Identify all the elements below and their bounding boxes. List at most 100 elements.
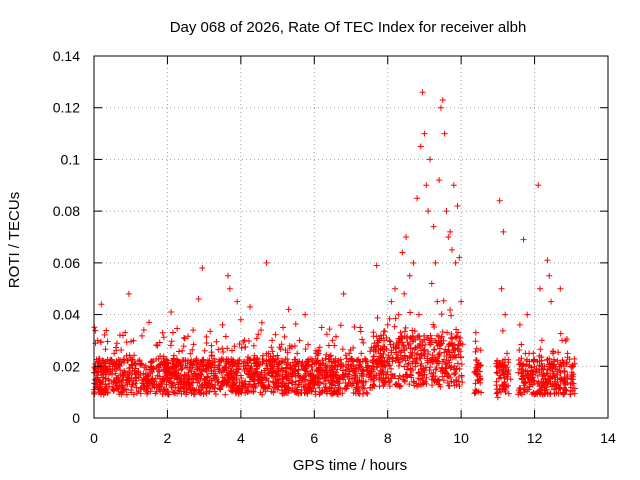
data-point bbox=[530, 357, 537, 364]
data-point bbox=[421, 336, 428, 343]
data-point bbox=[367, 348, 374, 355]
data-point bbox=[259, 383, 266, 390]
data-point bbox=[145, 382, 152, 389]
data-point bbox=[554, 366, 561, 373]
data-point bbox=[453, 366, 460, 373]
data-point bbox=[123, 352, 130, 359]
data-point bbox=[118, 382, 125, 389]
data-point bbox=[159, 329, 166, 336]
data-point bbox=[279, 387, 286, 394]
data-point bbox=[228, 347, 235, 354]
y-tick-label: 0.06 bbox=[53, 255, 80, 271]
data-point bbox=[557, 369, 564, 376]
data-point bbox=[211, 355, 218, 362]
data-point bbox=[371, 377, 378, 384]
data-point bbox=[274, 352, 281, 359]
data-point bbox=[268, 388, 275, 395]
data-point bbox=[376, 359, 383, 366]
data-point bbox=[165, 363, 172, 370]
data-point bbox=[245, 362, 252, 369]
data-point bbox=[284, 356, 291, 363]
data-point bbox=[398, 383, 405, 390]
data-point bbox=[126, 365, 133, 372]
data-point bbox=[519, 373, 526, 380]
data-point bbox=[445, 371, 452, 378]
data-point bbox=[140, 326, 147, 333]
data-point bbox=[96, 355, 103, 362]
data-point bbox=[188, 390, 195, 397]
data-point bbox=[319, 357, 326, 364]
data-point bbox=[123, 339, 130, 346]
data-point bbox=[246, 356, 253, 363]
x-tick-label: 4 bbox=[237, 430, 245, 446]
data-point bbox=[228, 359, 235, 366]
data-point bbox=[502, 311, 509, 318]
data-point bbox=[248, 387, 255, 394]
data-point bbox=[356, 358, 363, 365]
data-point bbox=[225, 382, 232, 389]
data-point bbox=[170, 371, 177, 378]
data-point bbox=[448, 378, 455, 385]
data-point bbox=[421, 130, 428, 137]
data-point bbox=[500, 228, 507, 235]
data-point bbox=[338, 362, 345, 369]
data-point bbox=[373, 262, 380, 269]
data-point bbox=[348, 382, 355, 389]
data-point bbox=[263, 259, 270, 266]
data-point bbox=[190, 327, 197, 334]
data-point bbox=[357, 324, 364, 331]
data-point bbox=[245, 354, 252, 361]
data-point bbox=[441, 130, 448, 137]
data-point bbox=[121, 370, 128, 377]
data-point bbox=[207, 328, 214, 335]
data-point bbox=[456, 338, 463, 345]
data-point bbox=[239, 379, 246, 386]
data-point bbox=[435, 351, 442, 358]
data-point bbox=[260, 375, 267, 382]
data-point bbox=[154, 342, 161, 349]
data-point bbox=[171, 389, 178, 396]
data-point bbox=[530, 377, 537, 384]
data-point bbox=[414, 350, 421, 357]
x-tick-label: 12 bbox=[527, 430, 543, 446]
data-point bbox=[499, 366, 506, 373]
data-point bbox=[403, 234, 410, 240]
data-point bbox=[274, 365, 281, 372]
data-point bbox=[534, 372, 541, 379]
data-point bbox=[352, 374, 359, 381]
data-point bbox=[246, 357, 253, 364]
data-point bbox=[380, 351, 387, 358]
data-point bbox=[319, 387, 326, 394]
data-point bbox=[188, 361, 195, 368]
data-point bbox=[181, 371, 188, 378]
data-point bbox=[309, 380, 316, 387]
data-point bbox=[547, 390, 554, 397]
data-point bbox=[386, 383, 393, 390]
data-point bbox=[101, 331, 108, 338]
data-point bbox=[388, 375, 395, 382]
data-point bbox=[148, 384, 155, 391]
data-point bbox=[143, 388, 150, 395]
data-point bbox=[98, 301, 105, 308]
data-point bbox=[324, 373, 331, 380]
data-point bbox=[395, 311, 402, 318]
data-point bbox=[259, 391, 266, 398]
data-point bbox=[123, 386, 130, 393]
data-point bbox=[118, 391, 125, 398]
data-point bbox=[516, 365, 523, 372]
data-point bbox=[343, 366, 350, 373]
data-point bbox=[458, 372, 465, 379]
data-point bbox=[569, 364, 576, 371]
data-point bbox=[247, 303, 254, 310]
data-point bbox=[258, 379, 265, 386]
data-point bbox=[436, 345, 443, 352]
data-point bbox=[269, 363, 276, 370]
data-point bbox=[177, 379, 184, 386]
data-point bbox=[230, 374, 237, 381]
data-point bbox=[542, 387, 549, 394]
data-point bbox=[188, 379, 195, 386]
data-point bbox=[302, 311, 309, 318]
data-point bbox=[251, 355, 258, 362]
data-point bbox=[98, 368, 105, 375]
data-point bbox=[128, 387, 135, 394]
